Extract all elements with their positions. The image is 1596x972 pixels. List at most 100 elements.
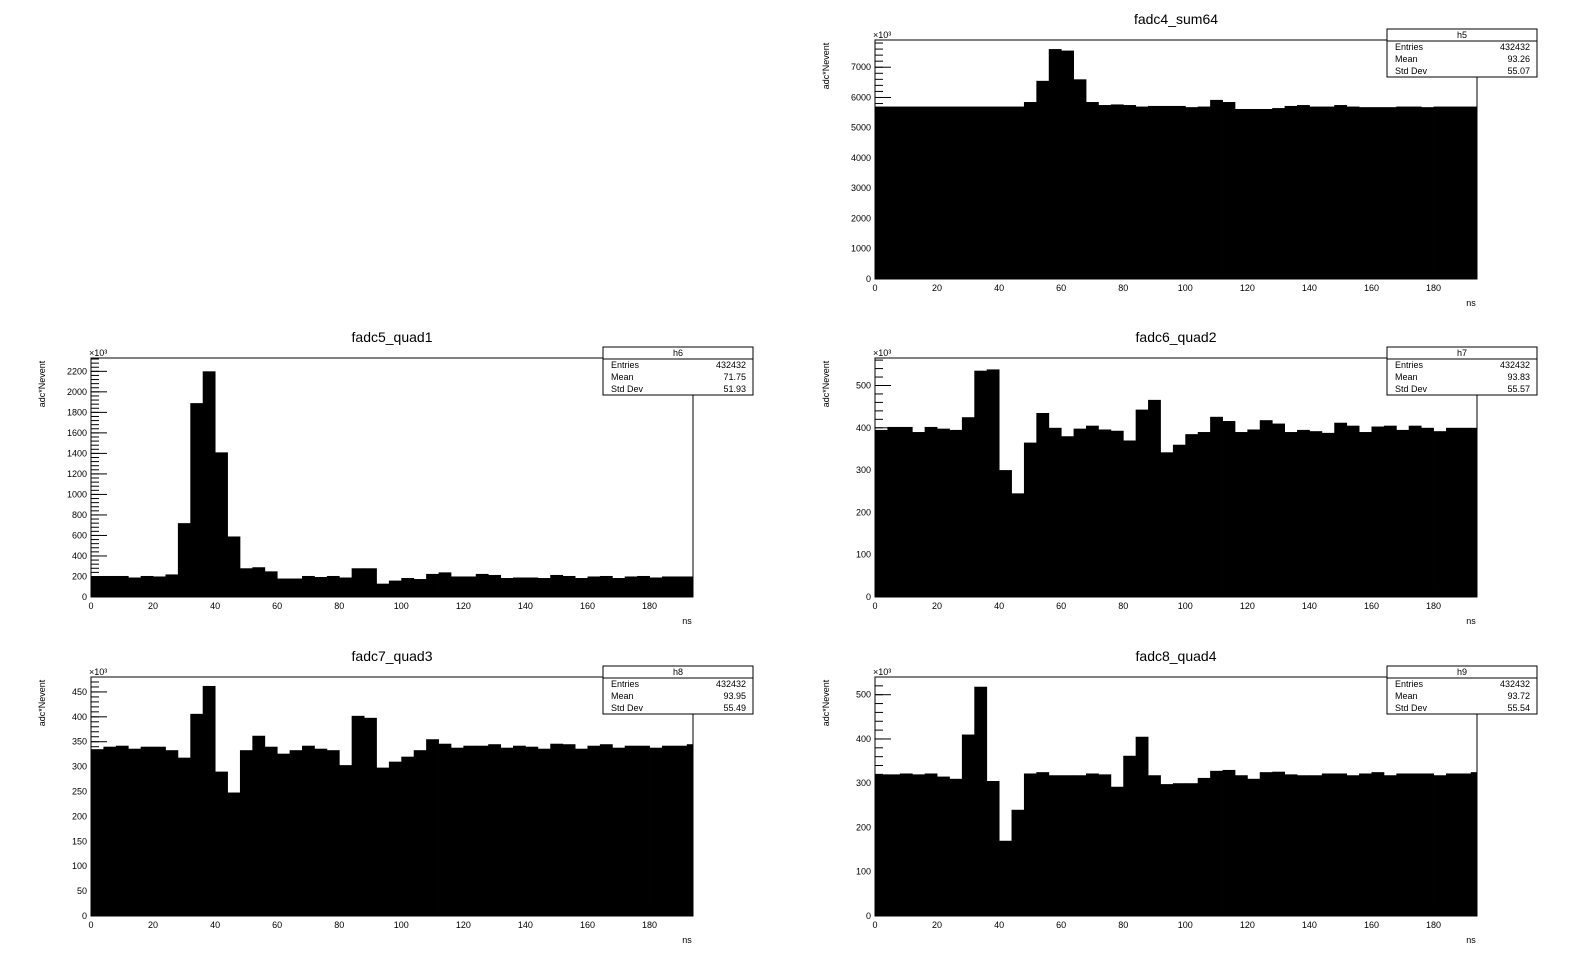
stats-value: 432432 <box>716 679 746 689</box>
chart-panel-2: fadc5_quad102004006008001000120014001600… <box>37 329 754 626</box>
y-multiplier-label: ×10³ <box>89 667 107 677</box>
y-tick-label: 2200 <box>67 366 87 376</box>
stats-box: h6 Entries 432432 Mean 71.75 Std Dev 51.93 <box>602 346 754 396</box>
histogram-bar <box>999 840 1012 916</box>
stats-value: 432432 <box>1500 42 1530 52</box>
histogram-bar <box>1408 106 1422 279</box>
histogram-bar <box>177 757 191 916</box>
histogram-bar <box>1297 775 1310 916</box>
histogram-bar <box>899 106 913 279</box>
histogram-bar <box>661 745 675 916</box>
histogram-bar <box>1061 436 1074 597</box>
x-tick-label: 160 <box>1364 283 1379 293</box>
histogram-bar <box>1247 778 1261 916</box>
y-tick-label: 1800 <box>67 407 87 417</box>
histogram-bar <box>190 403 204 597</box>
histogram-bar <box>999 106 1012 279</box>
x-axis-label: ns <box>682 935 692 945</box>
histogram-bar <box>326 750 340 916</box>
y-multiplier-label: ×10³ <box>873 30 891 40</box>
histogram-bar <box>1458 427 1472 597</box>
y-tick-label: 200 <box>856 822 871 832</box>
histogram-bar <box>1061 775 1074 916</box>
x-tick-label: 120 <box>1240 920 1255 930</box>
histogram-bar <box>1433 431 1447 597</box>
histogram-bar <box>961 734 975 916</box>
stats-value: 432432 <box>1500 679 1530 689</box>
x-tick-label: 40 <box>994 601 1004 611</box>
histogram-bar <box>488 744 502 916</box>
stats-value: 93.95 <box>723 691 746 701</box>
y-multiplier-label: ×10³ <box>873 667 891 677</box>
x-tick-label: 180 <box>1426 283 1441 293</box>
histogram-bar <box>974 370 988 597</box>
histogram-bar <box>376 767 390 916</box>
chart-title: fadc8_quad4 <box>1136 648 1217 664</box>
histogram-bar <box>550 743 564 916</box>
histogram-bar <box>1470 427 1478 597</box>
histogram-bar <box>587 745 601 916</box>
histogram-bar <box>1396 106 1410 279</box>
y-tick-label: 2000 <box>851 213 871 223</box>
x-tick-label: 180 <box>1426 920 1441 930</box>
histogram-bar <box>686 576 694 597</box>
y-tick-label: 100 <box>72 861 87 871</box>
histogram-bar <box>1110 430 1124 597</box>
histogram-bar <box>1048 427 1062 597</box>
histogram-bar <box>1036 412 1050 597</box>
histogram-bar <box>1259 108 1273 279</box>
histogram-bar <box>1210 99 1223 280</box>
stats-value: 432432 <box>1500 360 1530 370</box>
histogram-bar <box>924 426 938 597</box>
histogram-bar <box>1321 106 1335 279</box>
histogram-bar <box>1172 444 1186 597</box>
histogram-bar <box>1359 773 1372 916</box>
histogram-bar <box>1011 106 1025 279</box>
x-tick-label: 60 <box>272 601 282 611</box>
x-tick-label: 140 <box>518 920 533 930</box>
x-tick-label: 80 <box>1118 920 1128 930</box>
histogram-bar <box>949 778 963 916</box>
y-tick-label: 4000 <box>851 153 871 163</box>
histogram-bar <box>575 578 588 597</box>
histogram-bar <box>912 432 926 597</box>
x-axis-label: ns <box>682 616 692 626</box>
histogram-bar <box>612 578 626 597</box>
x-tick-label: 100 <box>1178 283 1193 293</box>
histogram-bar <box>1098 774 1112 916</box>
y-tick-label: 350 <box>72 737 87 747</box>
histogram-bar <box>364 717 377 916</box>
histogram-bar <box>1222 102 1236 280</box>
histogram-bar <box>450 747 464 916</box>
stats-value: 51.93 <box>723 384 746 394</box>
stats-label: Std Dev <box>1395 384 1428 394</box>
y-tick-label: 1000 <box>851 244 871 254</box>
stats-box-name: h9 <box>1457 667 1467 677</box>
histogram-bar <box>413 579 427 597</box>
chart-panel-5: fadc8_quad4 0 100 200 300 400 500 0 20 40 60 80 100 1… <box>821 648 1538 945</box>
histogram-bar <box>1086 773 1099 916</box>
histogram-bar <box>463 576 477 597</box>
stats-value: 55.49 <box>723 703 746 713</box>
histogram-bar <box>624 576 638 597</box>
histogram-bar <box>674 576 688 597</box>
histogram-bar <box>875 106 888 279</box>
y-tick-label: 250 <box>72 787 87 797</box>
y-axis-label: adc*Nevent <box>821 679 831 726</box>
histogram-bar <box>177 523 191 597</box>
histogram-bar <box>339 765 353 916</box>
histogram-bar <box>401 756 415 916</box>
x-tick-label: 20 <box>148 920 158 930</box>
y-multiplier-label: ×10³ <box>873 348 891 358</box>
histogram-bar <box>1445 773 1459 916</box>
x-tick-label: 140 <box>1302 283 1317 293</box>
chart-title: fadc6_quad2 <box>1136 329 1217 345</box>
stats-label: Mean <box>611 691 634 701</box>
histogram-bar <box>649 577 663 597</box>
histogram-bar <box>1371 426 1385 597</box>
histogram-bar <box>513 577 526 597</box>
histogram-bar <box>1383 107 1397 279</box>
stats-box: h5 Entries 432432 Mean 93.26 Std Dev 55.07 <box>1386 28 1538 78</box>
y-tick-label: 800 <box>72 510 87 520</box>
y-tick-label: 600 <box>72 530 87 540</box>
